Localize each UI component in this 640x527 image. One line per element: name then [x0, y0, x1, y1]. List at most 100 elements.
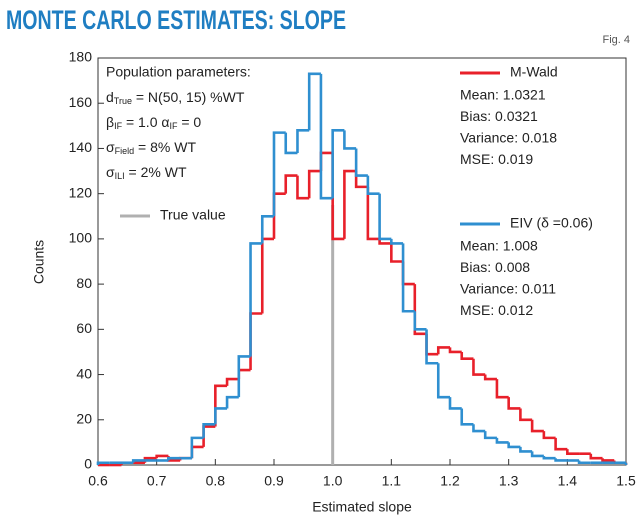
histogram-step: [401, 261, 415, 286]
x-tick-label: 1.1: [382, 473, 402, 489]
histogram-step: [566, 449, 580, 455]
parameter-line: σField = 8% WT: [106, 139, 196, 157]
histogram-step: [155, 454, 169, 459]
y-axis-label: Counts: [31, 240, 47, 284]
y-tick-label: 40: [76, 365, 92, 381]
histogram-step: [378, 193, 392, 241]
histogram-step: [319, 151, 333, 172]
parameter-line: dTrue = N(50, 15) %WT: [106, 89, 245, 107]
histogram-step: [507, 442, 521, 449]
histogram-step: [272, 192, 286, 239]
series-stat: MSE: 0.012: [460, 302, 533, 318]
histogram-step: [472, 424, 486, 433]
histogram-step: [390, 238, 404, 245]
parameter-text: = 1.0 α: [122, 114, 169, 130]
histogram-step: [448, 397, 462, 410]
parameter-subscript: IF: [114, 121, 123, 131]
parameter-subscript: ILI: [115, 171, 125, 181]
parameters-heading: Population parameters:: [106, 64, 251, 80]
histogram-step: [307, 72, 321, 131]
histogram-step: [131, 459, 145, 463]
histogram-step: [354, 171, 368, 189]
histogram-step: [225, 377, 239, 386]
histogram-step: [436, 346, 450, 355]
histogram-step: [495, 437, 509, 444]
parameter-text: σ: [106, 139, 115, 155]
y-tick-label: 20: [76, 410, 92, 426]
histogram-step: [284, 132, 298, 155]
y-tick-label: 160: [69, 94, 93, 110]
histogram-step: [530, 451, 544, 458]
histogram-step: [343, 130, 357, 150]
histogram-step: [237, 355, 251, 398]
parameter-line: βIF = 1.0 αIF = 0: [106, 114, 201, 132]
histogram-step: [530, 419, 544, 433]
y-tick-label: 180: [69, 49, 93, 65]
parameter-text: σ: [106, 164, 115, 180]
series-stat: Variance: 0.011: [460, 281, 556, 297]
histogram-step: [214, 384, 228, 427]
histogram-step: [519, 446, 533, 453]
histogram-step: [319, 73, 333, 200]
histogram-series: [96, 72, 628, 465]
parameter-subscript: True: [114, 96, 132, 106]
histogram-step: [296, 129, 310, 153]
histogram-step: [472, 358, 486, 376]
series-stat: Variance: 0.018: [460, 130, 557, 146]
histogram-step: [260, 237, 274, 314]
histogram-step: [249, 312, 263, 371]
histogram-step: [436, 363, 450, 399]
histogram-step: [225, 395, 239, 409]
x-tick-label: 0.7: [147, 473, 167, 489]
series-stat: MSE: 0.019: [460, 151, 533, 167]
parameter-subscript: Field: [115, 146, 135, 156]
histogram-step: [589, 453, 603, 460]
histogram-step: [260, 214, 274, 244]
parameter-text: = 0: [177, 114, 201, 130]
histogram-step: [507, 397, 521, 410]
histogram-step: [202, 425, 216, 447]
y-tick-label: 60: [76, 320, 92, 336]
series-stat: Bias: 0.008: [460, 259, 530, 275]
histogram-step: [354, 148, 368, 177]
series-stat: Bias: 0.0321: [460, 108, 538, 124]
histogram-step: [483, 431, 497, 440]
histogram-step: [577, 460, 591, 465]
histogram-step: [519, 408, 533, 422]
histogram-step: [237, 368, 251, 380]
histogram-step: [460, 351, 474, 361]
figure-label: Fig. 4: [602, 34, 630, 46]
histogram-step: [378, 238, 392, 245]
histogram-step: [366, 186, 380, 241]
x-tick-label: 0.9: [264, 473, 284, 489]
parameter-text: = 2% WT: [125, 164, 187, 180]
parameter-text: = N(50, 15) %WT: [132, 89, 245, 105]
y-tick-label: 100: [69, 230, 93, 246]
histogram-step: [425, 333, 439, 356]
x-tick-label: 1.5: [616, 473, 636, 489]
histogram-step: [343, 169, 357, 239]
x-tick-label: 1.4: [558, 473, 578, 489]
histogram-step: [413, 311, 427, 331]
histogram-step: [413, 284, 427, 336]
histogram-step: [390, 243, 404, 263]
histogram-step: [190, 445, 204, 459]
parameter-line: σILI = 2% WT: [106, 164, 187, 182]
histogram-step: [202, 423, 216, 438]
histogram-step: [272, 131, 286, 217]
parameter-text: β: [106, 114, 114, 130]
plot-frame: [97, 57, 627, 466]
histogram-step: [96, 461, 110, 465]
histogram-step: [601, 458, 615, 462]
true-value-label: True value: [160, 207, 226, 223]
y-tick-label: 120: [69, 184, 93, 200]
histogram-step: [167, 456, 181, 461]
histogram-step: [331, 129, 345, 199]
histogram-step: [190, 436, 204, 459]
histogram-step: [542, 431, 556, 440]
histogram-step: [307, 169, 321, 199]
histogram-step: [495, 379, 509, 399]
histogram-step: [284, 174, 298, 194]
